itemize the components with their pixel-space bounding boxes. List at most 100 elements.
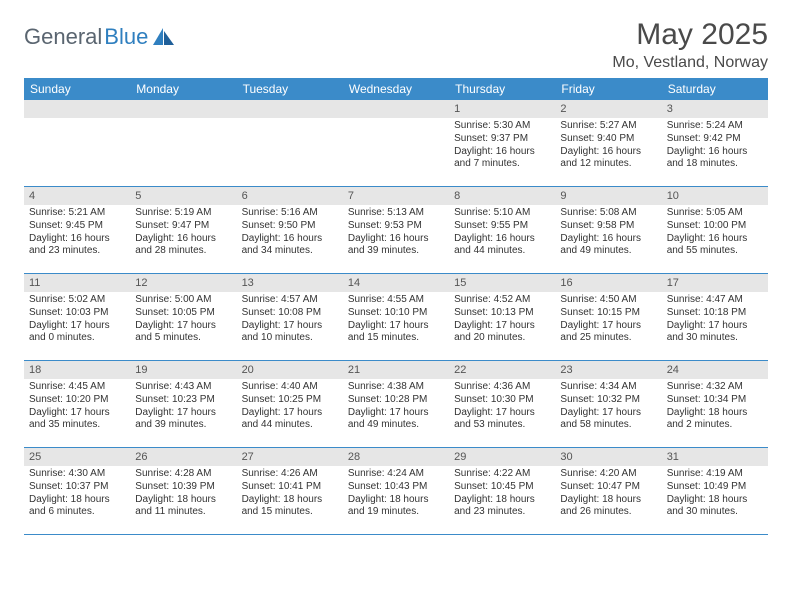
- header: GeneralBlue May 2025 Mo, Vestland, Norwa…: [24, 18, 768, 72]
- daylight-text: Daylight: 17 hours and 10 minutes.: [242, 320, 338, 346]
- sunrise-text: Sunrise: 5:21 AM: [29, 207, 125, 220]
- daylight-text: Daylight: 16 hours and 23 minutes.: [29, 233, 125, 259]
- daylight-text: Daylight: 17 hours and 25 minutes.: [560, 320, 656, 346]
- day-body: Sunrise: 4:45 AMSunset: 10:20 PMDaylight…: [24, 379, 130, 436]
- day-body: Sunrise: 4:38 AMSunset: 10:28 PMDaylight…: [343, 379, 449, 436]
- day-cell: 23Sunrise: 4:34 AMSunset: 10:32 PMDaylig…: [555, 361, 661, 447]
- sunrise-text: Sunrise: 4:55 AM: [348, 294, 444, 307]
- day-cell: 22Sunrise: 4:36 AMSunset: 10:30 PMDaylig…: [449, 361, 555, 447]
- dow-saturday: Saturday: [662, 78, 768, 100]
- day-number: 3: [662, 100, 768, 118]
- sunset-text: Sunset: 10:34 PM: [667, 394, 763, 407]
- sunset-text: Sunset: 10:08 PM: [242, 307, 338, 320]
- week-row: 18Sunrise: 4:45 AMSunset: 10:20 PMDaylig…: [24, 361, 768, 448]
- daylight-text: Daylight: 16 hours and 55 minutes.: [667, 233, 763, 259]
- sunset-text: Sunset: 10:37 PM: [29, 481, 125, 494]
- sunrise-text: Sunrise: 4:20 AM: [560, 468, 656, 481]
- day-cell: [237, 100, 343, 186]
- logo-sail-icon: [153, 28, 175, 46]
- day-number: [237, 100, 343, 118]
- day-body: Sunrise: 4:20 AMSunset: 10:47 PMDaylight…: [555, 466, 661, 523]
- sunrise-text: Sunrise: 4:47 AM: [667, 294, 763, 307]
- day-cell: 19Sunrise: 4:43 AMSunset: 10:23 PMDaylig…: [130, 361, 236, 447]
- sunset-text: Sunset: 10:03 PM: [29, 307, 125, 320]
- day-cell: [130, 100, 236, 186]
- day-cell: 1Sunrise: 5:30 AMSunset: 9:37 PMDaylight…: [449, 100, 555, 186]
- day-cell: 15Sunrise: 4:52 AMSunset: 10:13 PMDaylig…: [449, 274, 555, 360]
- day-cell: 2Sunrise: 5:27 AMSunset: 9:40 PMDaylight…: [555, 100, 661, 186]
- daylight-text: Daylight: 17 hours and 53 minutes.: [454, 407, 550, 433]
- day-number: 30: [555, 448, 661, 466]
- day-body: Sunrise: 5:02 AMSunset: 10:03 PMDaylight…: [24, 292, 130, 349]
- daylight-text: Daylight: 16 hours and 7 minutes.: [454, 146, 550, 172]
- sunrise-text: Sunrise: 4:22 AM: [454, 468, 550, 481]
- location: Mo, Vestland, Norway: [612, 54, 768, 72]
- sunrise-text: Sunrise: 4:45 AM: [29, 381, 125, 394]
- sunset-text: Sunset: 9:58 PM: [560, 220, 656, 233]
- day-cell: 27Sunrise: 4:26 AMSunset: 10:41 PMDaylig…: [237, 448, 343, 534]
- sunrise-text: Sunrise: 4:30 AM: [29, 468, 125, 481]
- day-number: 13: [237, 274, 343, 292]
- daylight-text: Daylight: 18 hours and 15 minutes.: [242, 494, 338, 520]
- sunrise-text: Sunrise: 5:30 AM: [454, 120, 550, 133]
- day-number: 26: [130, 448, 236, 466]
- sunrise-text: Sunrise: 4:36 AM: [454, 381, 550, 394]
- dow-friday: Friday: [555, 78, 661, 100]
- sunset-text: Sunset: 10:18 PM: [667, 307, 763, 320]
- day-body: Sunrise: 4:47 AMSunset: 10:18 PMDaylight…: [662, 292, 768, 349]
- day-number: 21: [343, 361, 449, 379]
- day-number: 12: [130, 274, 236, 292]
- day-number: 5: [130, 187, 236, 205]
- sunrise-text: Sunrise: 5:19 AM: [135, 207, 231, 220]
- sunset-text: Sunset: 10:20 PM: [29, 394, 125, 407]
- daylight-text: Daylight: 16 hours and 34 minutes.: [242, 233, 338, 259]
- daylight-text: Daylight: 16 hours and 18 minutes.: [667, 146, 763, 172]
- day-body: Sunrise: 4:52 AMSunset: 10:13 PMDaylight…: [449, 292, 555, 349]
- sunrise-text: Sunrise: 4:26 AM: [242, 468, 338, 481]
- day-cell: 29Sunrise: 4:22 AMSunset: 10:45 PMDaylig…: [449, 448, 555, 534]
- day-number: 27: [237, 448, 343, 466]
- daylight-text: Daylight: 18 hours and 30 minutes.: [667, 494, 763, 520]
- day-cell: 24Sunrise: 4:32 AMSunset: 10:34 PMDaylig…: [662, 361, 768, 447]
- day-number: 24: [662, 361, 768, 379]
- sunrise-text: Sunrise: 5:24 AM: [667, 120, 763, 133]
- dow-wednesday: Wednesday: [343, 78, 449, 100]
- dow-thursday: Thursday: [449, 78, 555, 100]
- day-body: Sunrise: 4:22 AMSunset: 10:45 PMDaylight…: [449, 466, 555, 523]
- day-cell: 31Sunrise: 4:19 AMSunset: 10:49 PMDaylig…: [662, 448, 768, 534]
- day-body: Sunrise: 5:27 AMSunset: 9:40 PMDaylight:…: [555, 118, 661, 175]
- sunrise-text: Sunrise: 4:24 AM: [348, 468, 444, 481]
- day-number: 23: [555, 361, 661, 379]
- day-number: 31: [662, 448, 768, 466]
- day-cell: [24, 100, 130, 186]
- daylight-text: Daylight: 18 hours and 11 minutes.: [135, 494, 231, 520]
- daylight-text: Daylight: 17 hours and 39 minutes.: [135, 407, 231, 433]
- sunset-text: Sunset: 10:49 PM: [667, 481, 763, 494]
- sunrise-text: Sunrise: 5:10 AM: [454, 207, 550, 220]
- day-number: 7: [343, 187, 449, 205]
- day-number: 18: [24, 361, 130, 379]
- day-number: 4: [24, 187, 130, 205]
- day-cell: 11Sunrise: 5:02 AMSunset: 10:03 PMDaylig…: [24, 274, 130, 360]
- day-cell: 17Sunrise: 4:47 AMSunset: 10:18 PMDaylig…: [662, 274, 768, 360]
- day-number: 28: [343, 448, 449, 466]
- sunset-text: Sunset: 10:13 PM: [454, 307, 550, 320]
- day-number: 8: [449, 187, 555, 205]
- sunrise-text: Sunrise: 5:16 AM: [242, 207, 338, 220]
- week-row: 11Sunrise: 5:02 AMSunset: 10:03 PMDaylig…: [24, 274, 768, 361]
- day-number: 1: [449, 100, 555, 118]
- daylight-text: Daylight: 17 hours and 0 minutes.: [29, 320, 125, 346]
- day-cell: 4Sunrise: 5:21 AMSunset: 9:45 PMDaylight…: [24, 187, 130, 273]
- sunrise-text: Sunrise: 5:08 AM: [560, 207, 656, 220]
- day-cell: 18Sunrise: 4:45 AMSunset: 10:20 PMDaylig…: [24, 361, 130, 447]
- sunrise-text: Sunrise: 5:05 AM: [667, 207, 763, 220]
- day-body: Sunrise: 5:10 AMSunset: 9:55 PMDaylight:…: [449, 205, 555, 262]
- day-body: Sunrise: 4:24 AMSunset: 10:43 PMDaylight…: [343, 466, 449, 523]
- sunset-text: Sunset: 9:40 PM: [560, 133, 656, 146]
- day-cell: 3Sunrise: 5:24 AMSunset: 9:42 PMDaylight…: [662, 100, 768, 186]
- daylight-text: Daylight: 16 hours and 49 minutes.: [560, 233, 656, 259]
- day-number: 19: [130, 361, 236, 379]
- sunset-text: Sunset: 10:39 PM: [135, 481, 231, 494]
- day-body: Sunrise: 5:08 AMSunset: 9:58 PMDaylight:…: [555, 205, 661, 262]
- sunset-text: Sunset: 10:32 PM: [560, 394, 656, 407]
